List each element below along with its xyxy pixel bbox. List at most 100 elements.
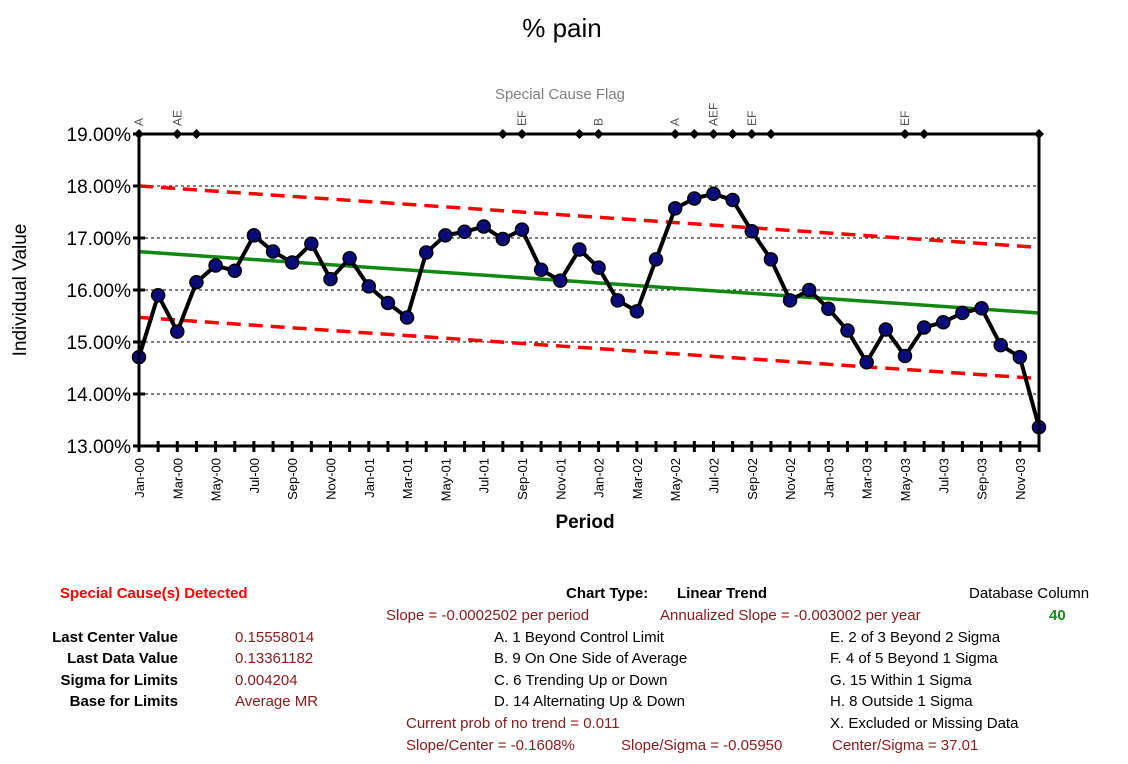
- x-tick-label: Jul-00: [247, 458, 262, 493]
- x-tick-label: Mar-00: [170, 458, 185, 499]
- data-point: [246, 228, 262, 243]
- rule-d: D. 14 Alternating Up & Down: [494, 693, 685, 710]
- rule-h: H. 8 Outside 1 Sigma: [830, 693, 973, 710]
- rule-c: C. 6 Trending Up or Down: [494, 672, 668, 689]
- x-tick-label: Sep-01: [515, 458, 530, 500]
- database-column-label: Database Column: [969, 585, 1090, 602]
- data-point: [399, 310, 415, 325]
- data-point: [1012, 349, 1028, 365]
- data-point: [170, 324, 185, 339]
- x-tick-label: Sep-03: [975, 458, 990, 500]
- data-point: [591, 260, 606, 275]
- flag-label: AE: [170, 110, 184, 126]
- flag-label: A: [132, 118, 146, 126]
- data-point: [974, 300, 989, 316]
- data-point: [284, 255, 300, 270]
- chart-type-value: Linear Trend: [677, 585, 768, 602]
- rule-f: F. 4 of 5 Beyond 1 Sigma: [830, 650, 998, 667]
- rule-e: E. 2 of 3 Beyond 2 Sigma: [830, 629, 1001, 646]
- flag-label: AEF: [706, 103, 720, 126]
- data-point: [553, 273, 568, 288]
- x-tick-label: Jul-01: [477, 458, 492, 493]
- rule-g: G. 15 Within 1 Sigma: [830, 672, 972, 689]
- data-point: [840, 323, 855, 338]
- x-tick-label: Jan-03: [821, 458, 836, 498]
- data-point: [744, 223, 760, 239]
- x-tick-label: Jan-01: [362, 458, 377, 498]
- data-point: [648, 252, 664, 267]
- slope-center-text: Slope/Center = -0.1608%: [406, 737, 575, 754]
- flag-label: A: [668, 118, 682, 126]
- data-point: [763, 252, 779, 267]
- stat-value-last-center: 0.15558014: [235, 629, 315, 646]
- y-tick-label: 13.00%: [67, 437, 132, 458]
- x-tick-label: Sep-00: [285, 458, 300, 500]
- x-tick-label: Jul-03: [936, 458, 951, 493]
- data-point: [821, 301, 836, 316]
- data-point: [936, 314, 951, 330]
- x-axis-label: Period: [555, 512, 614, 533]
- chart-title: % pain: [522, 13, 602, 43]
- y-tick-label: 16.00%: [67, 281, 132, 302]
- upper-control-limit-line: [138, 184, 1040, 250]
- flag-label: EF: [898, 111, 912, 126]
- data-point: [955, 305, 970, 321]
- y-tick-label: 18.00%: [67, 177, 132, 198]
- x-tick-label: Mar-03: [860, 458, 875, 499]
- stat-label-last-data: Last Data Value: [67, 650, 178, 667]
- data-point: [897, 348, 913, 364]
- data-point: [706, 186, 721, 202]
- center-sigma-text: Center/Sigma = 37.01: [832, 737, 979, 754]
- y-axis-label: Individual Value: [10, 224, 31, 357]
- data-point: [265, 244, 281, 259]
- data-point: [629, 304, 645, 319]
- data-point: [859, 355, 874, 370]
- x-tick-label: Jan-02: [592, 458, 607, 498]
- x-tick-label: Mar-01: [400, 458, 415, 499]
- x-tick-label: Nov-03: [1013, 458, 1028, 500]
- stat-value-base: Average MR: [235, 693, 319, 710]
- data-point: [323, 271, 338, 287]
- stat-label-sigma: Sigma for Limits: [60, 672, 178, 689]
- y-tick-label: 15.00%: [67, 333, 132, 354]
- y-tick-label: 17.00%: [67, 229, 132, 250]
- data-point: [380, 295, 396, 311]
- data-point: [342, 251, 357, 266]
- data-point: [189, 274, 204, 290]
- slope-sigma-text: Slope/Sigma = -0.05950: [621, 737, 783, 754]
- stat-label-last-center: Last Center Value: [52, 629, 178, 646]
- data-point: [782, 293, 798, 308]
- stat-value-sigma: 0.004204: [235, 672, 298, 689]
- rule-b: B. 9 On One Side of Average: [494, 650, 688, 667]
- rule-x: X. Excluded or Missing Data: [830, 715, 1019, 732]
- x-tick-label: Mar-02: [630, 458, 645, 499]
- control-chart: % pain Special Cause Flag Individual Val…: [10, 13, 1047, 533]
- flag-label: B: [592, 118, 606, 126]
- x-tick-label: Sep-02: [745, 458, 760, 500]
- data-point: [457, 224, 472, 240]
- data-point: [610, 293, 625, 308]
- stat-value-last-data: 0.13361182: [235, 650, 314, 667]
- y-tick-label: 19.00%: [67, 125, 132, 146]
- data-point: [993, 337, 1008, 353]
- x-tick-label: May-03: [898, 458, 913, 501]
- x-tick-label: Nov-01: [553, 458, 568, 500]
- x-tick-label: Nov-02: [783, 458, 798, 500]
- flag-label: EF: [515, 111, 529, 126]
- slope-text: Slope = -0.0002502 per period: [386, 607, 590, 624]
- data-point: [878, 322, 894, 337]
- data-point: [438, 228, 453, 243]
- data-point: [687, 191, 702, 206]
- y-tick-label: 14.00%: [67, 385, 132, 406]
- flag-label: EF: [745, 111, 759, 126]
- x-tick-label: May-00: [209, 458, 224, 501]
- data-point: [150, 287, 166, 303]
- x-tick-label: May-02: [668, 458, 683, 501]
- special-cause-title: Special Cause(s) Detected: [60, 585, 248, 602]
- data-series-line: [137, 191, 1041, 428]
- x-tick-label: Jul-02: [706, 458, 721, 493]
- lower-control-limit-line: [138, 315, 1040, 381]
- annualized-slope-text: Annualized Slope = -0.003002 per year: [660, 607, 921, 624]
- data-point: [304, 236, 319, 251]
- data-point: [495, 231, 511, 247]
